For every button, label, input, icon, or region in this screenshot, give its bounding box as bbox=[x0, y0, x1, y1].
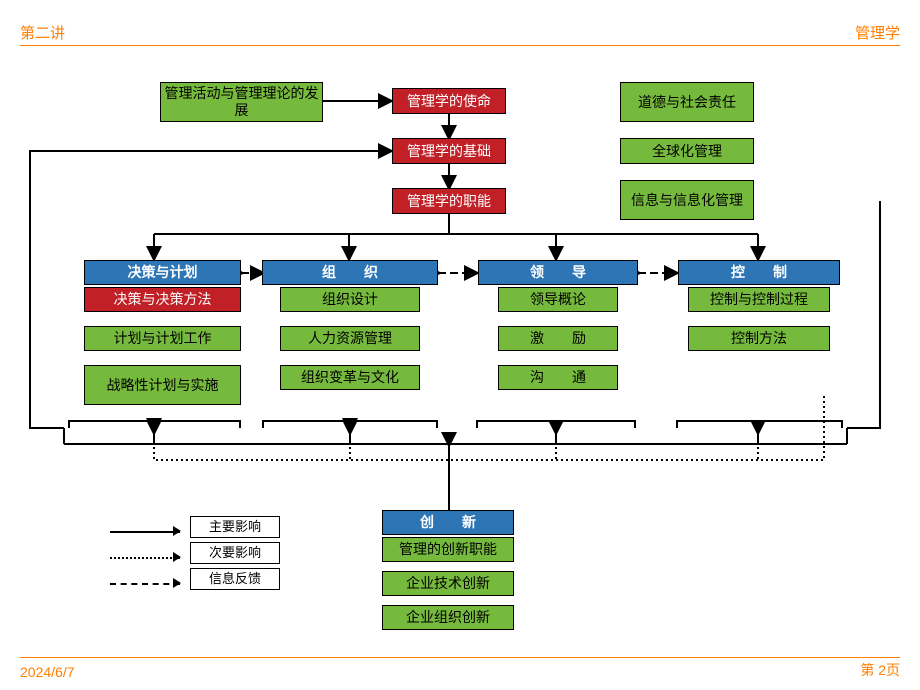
legend-minor: 次要影响 bbox=[190, 542, 280, 564]
bracket-org bbox=[262, 420, 438, 428]
legend-dashed-line bbox=[110, 575, 180, 591]
bracket-plan bbox=[68, 420, 241, 428]
lead-r2: 激 励 bbox=[498, 326, 618, 351]
ctrl-r1: 控制与控制过程 bbox=[688, 287, 830, 312]
footer-rule bbox=[20, 657, 900, 658]
legend-dotted-line bbox=[110, 549, 180, 565]
header-rule bbox=[20, 45, 900, 46]
org-r2: 人力资源管理 bbox=[280, 326, 420, 351]
header-left: 第二讲 bbox=[20, 22, 65, 43]
bracket-lead bbox=[476, 420, 636, 428]
lead-r3: 沟 通 bbox=[498, 365, 618, 390]
innov-r2: 企业技术创新 bbox=[382, 571, 514, 596]
box-global: 全球化管理 bbox=[620, 138, 754, 164]
footer-date: 2024/6/7 bbox=[20, 664, 75, 680]
box-basis: 管理学的基础 bbox=[392, 138, 506, 164]
lead-r1: 领导概论 bbox=[498, 287, 618, 312]
org-r1: 组织设计 bbox=[280, 287, 420, 312]
legend-solid-line bbox=[110, 523, 180, 539]
plan-r3: 战略性计划与实施 bbox=[84, 365, 241, 405]
innov-r1: 管理的创新职能 bbox=[382, 537, 514, 562]
legend-feedback: 信息反馈 bbox=[190, 568, 280, 590]
footer-page: 第 2页 bbox=[860, 660, 900, 680]
head-lead: 领 导 bbox=[478, 260, 638, 285]
bracket-ctrl bbox=[676, 420, 843, 428]
box-functions: 管理学的职能 bbox=[392, 188, 506, 214]
box-activities: 管理活动与管理理论的发展 bbox=[160, 82, 323, 122]
ctrl-r2: 控制方法 bbox=[688, 326, 830, 351]
legend-main: 主要影响 bbox=[190, 516, 280, 538]
head-plan: 决策与计划 bbox=[84, 260, 241, 285]
head-org: 组 织 bbox=[262, 260, 438, 285]
innov-r3: 企业组织创新 bbox=[382, 605, 514, 630]
org-r3: 组织变革与文化 bbox=[280, 365, 420, 390]
head-innovation: 创 新 bbox=[382, 510, 514, 535]
header-right: 管理学 bbox=[855, 22, 900, 43]
box-info: 信息与信息化管理 bbox=[620, 180, 754, 220]
plan-r2: 计划与计划工作 bbox=[84, 326, 241, 351]
head-ctrl: 控 制 bbox=[678, 260, 840, 285]
box-mission: 管理学的使命 bbox=[392, 88, 506, 114]
plan-r1: 决策与决策方法 bbox=[84, 287, 241, 312]
box-ethics: 道德与社会责任 bbox=[620, 82, 754, 122]
